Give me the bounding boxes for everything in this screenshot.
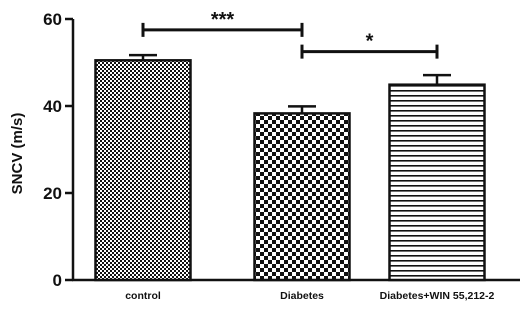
bars	[94, 59, 486, 282]
y-tick-label-3: 60	[43, 10, 62, 29]
error-bars	[129, 53, 451, 114]
category-label-1: Diabetes	[280, 290, 324, 302]
labels: 0 20 40 60 SNCV (m/s) control Diabetes Diabetes…	[9, 9, 494, 302]
category-label-0: control	[125, 290, 161, 302]
y-tick-label-0: 0	[53, 271, 62, 290]
y-tick-label-1: 20	[43, 184, 62, 203]
bar-control	[94, 59, 192, 282]
significance-brackets	[141, 22, 439, 59]
y-tick-label-2: 40	[43, 97, 62, 116]
y-axis-title: SNCV (m/s)	[9, 113, 26, 195]
bar-diabetes-win-55-212-2	[388, 83, 486, 282]
significance-label-1: *	[366, 31, 374, 53]
category-label-2: Diabetes+WIN 55,212-2	[380, 290, 495, 302]
bar-diabetes	[253, 112, 351, 282]
significance-label-0: ***	[211, 9, 235, 31]
